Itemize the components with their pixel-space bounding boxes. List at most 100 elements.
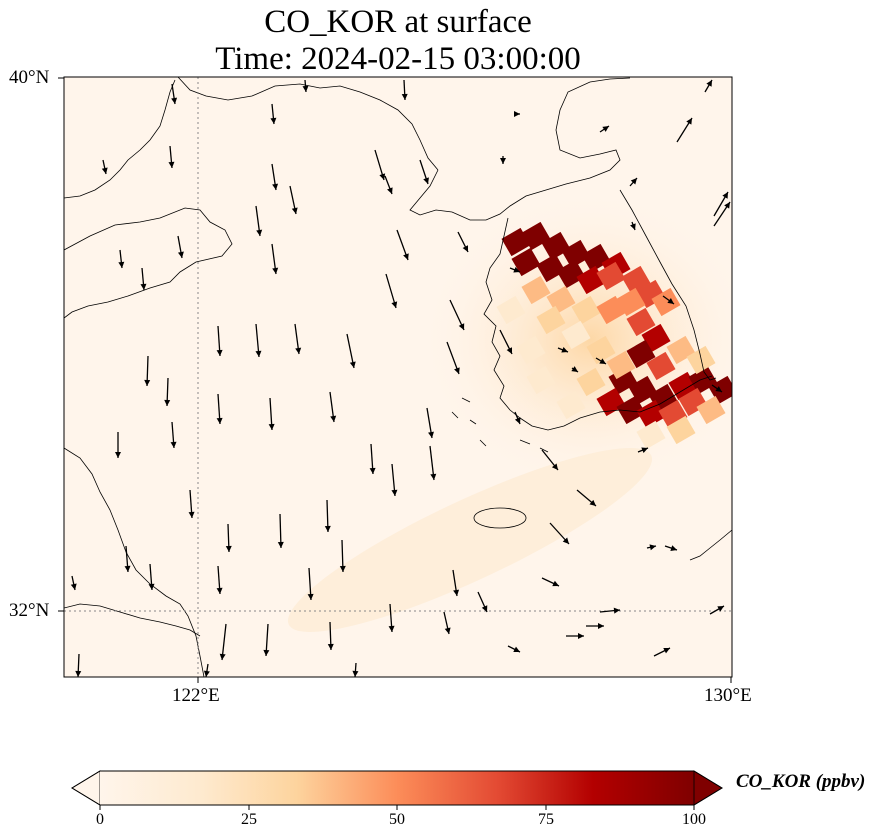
wind-arrow — [557, 346, 569, 353]
plume-cell — [616, 395, 646, 425]
wind-arrow — [426, 407, 434, 439]
wind-arrow — [164, 377, 171, 407]
coastline-china-north — [64, 207, 233, 319]
wind-arrow — [339, 539, 346, 573]
wind-arrow — [115, 432, 121, 458]
plume-cell — [496, 295, 526, 325]
wind-arrow — [188, 489, 195, 519]
wind-arrow — [429, 445, 437, 481]
wind-arrow — [219, 623, 227, 661]
plume-cell — [516, 335, 546, 365]
wind-arrow — [443, 611, 451, 635]
wind-arrow — [419, 159, 429, 185]
colorbar-extend-high — [693, 770, 723, 806]
wind-arrow — [566, 633, 584, 639]
lon-label-130E: 130°E — [704, 685, 752, 706]
wind-arrow — [307, 567, 314, 601]
coastline-bohai — [64, 77, 439, 199]
colorbar-tick-100: 100 — [682, 811, 706, 828]
wind-arrow — [477, 591, 488, 613]
plume-cell — [636, 399, 666, 429]
wind-arrow — [637, 447, 649, 454]
plume-cell — [526, 365, 556, 395]
plume-cell — [561, 320, 591, 350]
wind-arrow — [171, 83, 178, 105]
wind-arrow — [271, 163, 279, 191]
colorbar-title: CO_KOR (ppbv) — [736, 771, 866, 792]
wind-arrow — [646, 544, 657, 551]
wind-arrow — [255, 205, 263, 237]
plume-cell — [556, 390, 586, 420]
coastline-korea-west — [483, 217, 713, 431]
wind-arrow — [664, 545, 678, 551]
lat-label-32N: 32°N — [9, 600, 50, 621]
wind-arrow — [294, 323, 302, 355]
plume-cell — [536, 253, 566, 283]
wind-arrow — [101, 159, 108, 175]
plume-cell — [596, 295, 626, 325]
wind-arrow — [599, 607, 621, 614]
colorbar-tick-50: 50 — [389, 811, 405, 828]
wind-arrow — [216, 565, 223, 595]
wind-arrow — [352, 662, 359, 677]
wind-arrow — [118, 249, 125, 269]
wind-arrow — [586, 623, 604, 629]
wind-arrow — [401, 79, 408, 101]
plume-cell — [616, 287, 646, 317]
wind-arrow — [457, 231, 469, 253]
wind-arrow — [75, 653, 82, 677]
plume-cell — [596, 261, 626, 291]
plume-cell — [561, 239, 591, 269]
wind-arrow — [144, 355, 151, 387]
wind-arrow — [653, 647, 671, 657]
wind-vectors — [70, 79, 731, 677]
colorbar — [71, 770, 723, 810]
wind-arrow — [514, 111, 520, 117]
jeju-island — [473, 507, 527, 529]
wind-arrow — [500, 156, 506, 164]
wind-arrow — [595, 357, 607, 365]
coastline-liaodong — [409, 77, 631, 221]
map-title: CO_KOR at surface — [264, 4, 532, 40]
coastline-korea-east — [619, 189, 717, 381]
plume-cell — [626, 339, 656, 369]
plume-cell — [511, 247, 541, 277]
wind-arrow — [302, 79, 309, 93]
wind-arrow — [709, 605, 725, 615]
coastlines — [64, 77, 732, 677]
plume-cell — [626, 307, 656, 337]
plume-cell — [586, 335, 616, 365]
map-frame — [63, 76, 733, 678]
wind-arrow — [216, 325, 223, 357]
plume-cell — [651, 287, 681, 317]
wind-arrow — [324, 499, 331, 533]
wind-arrow — [391, 463, 398, 497]
wind-arrow — [388, 603, 395, 633]
wind-arrow — [346, 333, 356, 369]
plume-cells — [496, 221, 732, 450]
wind-arrow — [270, 103, 277, 125]
wind-arrow — [384, 175, 393, 195]
wind-arrow — [216, 393, 223, 425]
co-concentration-field — [287, 190, 732, 632]
lat-label-40N: 40°N — [9, 67, 50, 88]
colorbar-gradient — [100, 771, 694, 805]
wind-arrow — [713, 191, 729, 217]
colorbar-ticks — [99, 805, 695, 810]
wind-arrow — [629, 177, 638, 187]
plume-cell — [606, 350, 636, 380]
wind-arrow — [541, 577, 560, 587]
wind-arrow — [374, 149, 386, 181]
wind-arrow — [327, 621, 334, 651]
plume-cell — [636, 420, 666, 450]
wind-arrow — [507, 645, 521, 653]
plume-cell — [641, 323, 671, 353]
wind-arrow — [385, 273, 398, 309]
wind-arrow — [170, 421, 177, 449]
gridlines — [64, 77, 732, 677]
wind-arrow — [268, 397, 275, 431]
plume-cell — [556, 259, 586, 289]
plume-cell — [571, 295, 601, 325]
wind-arrow — [329, 391, 337, 423]
